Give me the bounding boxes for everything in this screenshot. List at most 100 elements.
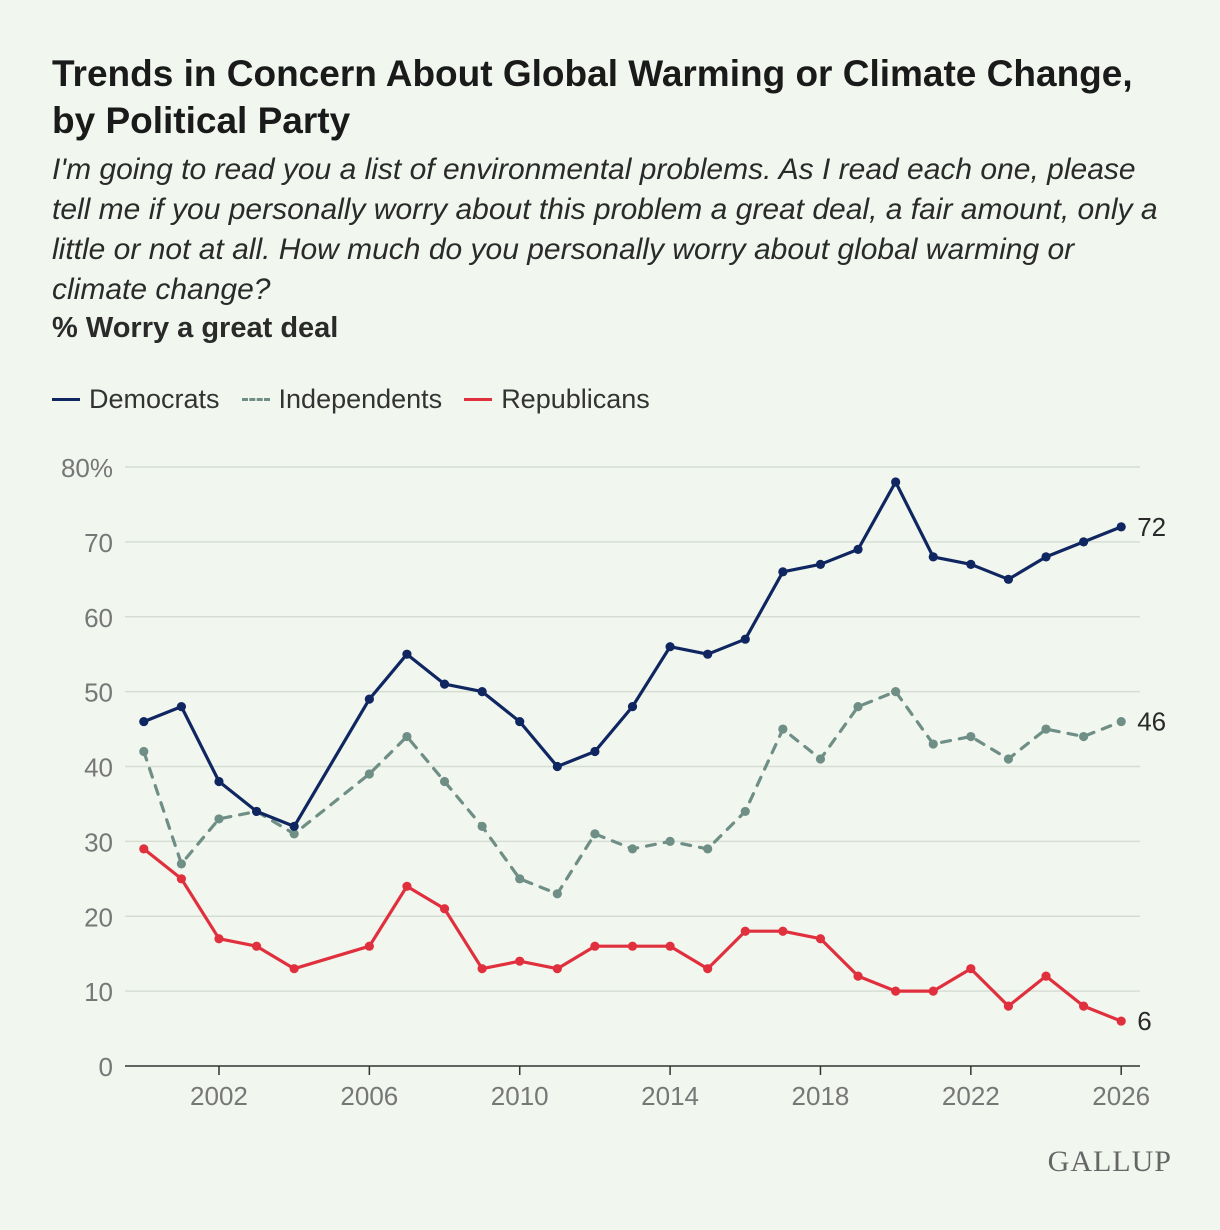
data-point-republicans-2025 [1079, 1001, 1089, 1011]
y-tick-label-10: 10 [84, 977, 113, 1007]
data-point-democrats-2026 [1116, 522, 1126, 532]
data-point-republicans-2000 [139, 844, 149, 854]
data-point-republicans-2010 [515, 956, 525, 966]
data-point-republicans-2009 [477, 964, 487, 974]
end-label-democrats: 72 [1137, 512, 1166, 542]
data-point-democrats-2008 [439, 679, 450, 689]
x-tick-label-2002: 2002 [190, 1081, 248, 1111]
legend-item-independents: Independents [241, 383, 443, 415]
y-tick-label-60: 60 [84, 603, 113, 633]
gallup-logo: GALLUP [1047, 1145, 1172, 1178]
legend-swatch-independents [241, 397, 270, 401]
data-point-independents-2013 [627, 844, 638, 854]
line-chart: 0 10 20 30 40 50 60 70 80% 2002 2006 2010 2014 2018 20… [61, 453, 1166, 1111]
data-point-republicans-2026 [1116, 1016, 1126, 1026]
y-tick-label-80: 80% [61, 453, 113, 483]
data-point-independents-2008 [439, 776, 450, 787]
data-point-republicans-2003 [251, 941, 262, 951]
data-point-democrats-2004 [289, 821, 299, 831]
data-point-independents-2025 [1079, 731, 1089, 742]
data-point-republicans-2023 [1003, 1001, 1014, 1011]
data-point-democrats-2019 [853, 544, 863, 554]
data-point-democrats-2006 [364, 694, 374, 704]
data-point-republicans-2016 [740, 926, 750, 936]
y-tick-label-40: 40 [84, 753, 113, 783]
data-point-democrats-2023 [1003, 574, 1014, 584]
data-point-independents-2019 [853, 702, 863, 712]
x-tick-label-2006: 2006 [340, 1081, 398, 1111]
y-tick-label-70: 70 [84, 528, 113, 558]
series-line-republicans [142, 847, 1123, 1023]
data-point-republicans-2004 [289, 964, 299, 974]
data-point-republicans-2019 [853, 971, 863, 981]
data-point-independents-2009 [477, 821, 487, 831]
x-tick-label-2010: 2010 [491, 1081, 549, 1111]
end-label-independents: 46 [1137, 707, 1166, 737]
data-point-republicans-2011 [552, 964, 562, 974]
data-point-independents-2001 [176, 859, 186, 869]
data-point-independents-2022 [966, 731, 976, 742]
data-point-democrats-2001 [176, 702, 186, 712]
data-point-democrats-2011 [552, 761, 562, 772]
data-point-democrats-2021 [928, 552, 938, 562]
data-point-independents-2020 [891, 687, 901, 697]
data-point-independents-2018 [815, 754, 826, 764]
legend-item-democrats: Democrats [52, 384, 220, 415]
data-point-republicans-2015 [703, 964, 713, 974]
data-point-independents-2021 [928, 739, 938, 749]
data-point-democrats-2002 [214, 776, 224, 787]
legend-swatch-republicans [464, 397, 493, 401]
data-point-independents-2023 [1003, 754, 1014, 764]
x-tick-label-2022: 2022 [942, 1081, 1000, 1111]
data-point-independents-2002 [214, 814, 224, 824]
legend: Democrats Independents Republicans [52, 382, 672, 416]
data-point-independents-2016 [740, 806, 750, 817]
measure-label: % Worry a great deal [52, 312, 339, 344]
data-point-democrats-2012 [590, 746, 600, 757]
data-point-democrats-2007 [402, 649, 412, 659]
data-point-independents-2011 [552, 889, 562, 899]
legend-label-republicans: Republicans [501, 383, 650, 414]
x-tick-label-2014: 2014 [641, 1081, 699, 1111]
y-tick-label-50: 50 [84, 678, 113, 708]
data-point-independents-2015 [703, 844, 713, 854]
chart-title: Trends in Concern About Global Warming o… [52, 53, 1133, 141]
data-point-democrats-2018 [815, 559, 826, 569]
data-point-republicans-2013 [627, 941, 638, 951]
data-point-independents-2006 [364, 769, 374, 779]
legend-swatch-democrats [52, 397, 80, 401]
data-point-republicans-2006 [364, 941, 374, 951]
data-point-democrats-2020 [891, 477, 901, 487]
data-point-democrats-2013 [627, 702, 638, 712]
chart-subtitle: I'm going to read you a list of environm… [52, 153, 1158, 306]
series-line-democrats [142, 480, 1123, 828]
data-point-independents-2007 [402, 731, 412, 742]
x-tick-label-2026: 2026 [1092, 1081, 1150, 1111]
data-point-republicans-2012 [590, 941, 600, 951]
data-point-republicans-2020 [891, 986, 901, 996]
data-point-democrats-2017 [778, 567, 788, 577]
data-point-democrats-2024 [1041, 552, 1051, 562]
data-point-independents-2024 [1041, 724, 1051, 734]
data-point-democrats-2015 [703, 649, 713, 659]
data-point-independents-2026 [1116, 716, 1126, 727]
data-point-democrats-2022 [966, 559, 976, 569]
y-tick-label-0: 0 [99, 1052, 113, 1082]
data-point-independents-2014 [665, 836, 675, 846]
y-tick-label-20: 20 [84, 902, 113, 932]
data-point-democrats-2010 [515, 716, 525, 727]
x-tick-label-2018: 2018 [792, 1081, 850, 1111]
series-line-independents [142, 690, 1123, 896]
data-point-republicans-2018 [815, 934, 826, 944]
data-point-democrats-2003 [251, 806, 262, 817]
data-point-republicans-2021 [928, 986, 938, 996]
data-point-democrats-2000 [139, 716, 149, 727]
data-point-republicans-2014 [665, 941, 675, 951]
legend-item-republicans: Republicans [464, 384, 650, 415]
data-point-republicans-2007 [402, 881, 412, 891]
data-point-independents-2010 [515, 874, 525, 884]
legend-label-independents: Independents [278, 383, 443, 414]
data-point-republicans-2017 [778, 926, 788, 936]
data-point-republicans-2008 [439, 904, 450, 914]
data-point-republicans-2022 [966, 964, 976, 974]
